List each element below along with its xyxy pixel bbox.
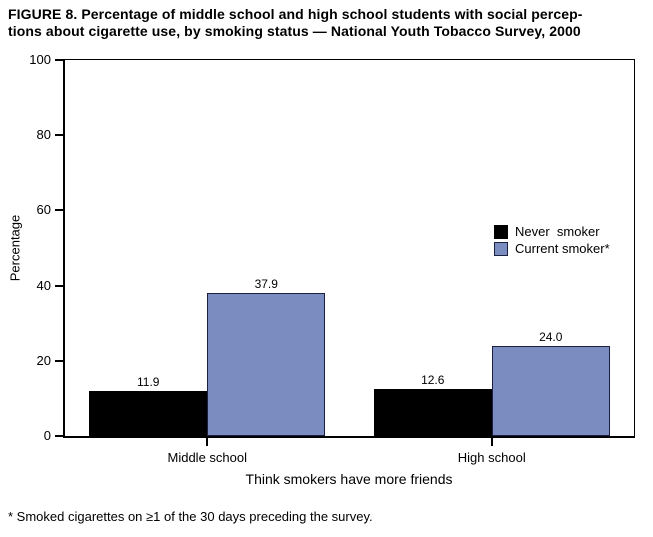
y-tick-mark xyxy=(55,284,63,287)
bar-value-high-school-never-smoker: 12.6 xyxy=(421,372,445,387)
y-tick-label: 80 xyxy=(36,127,51,143)
y-tick-mark xyxy=(55,134,63,137)
x-tick-label-high-school: High school xyxy=(457,450,526,465)
bar-value-high-school-current-smoker: 24.0 xyxy=(539,329,563,344)
y-tick-label: 100 xyxy=(29,52,51,67)
x-tick-mark xyxy=(490,438,493,446)
x-tick-label-middle-school: Middle school xyxy=(167,450,248,465)
y-tick-label: 60 xyxy=(36,202,51,218)
legend-item-never-smoker: Never smoker xyxy=(494,225,610,239)
y-tick-mark xyxy=(55,59,63,61)
figure-title-line1: FIGURE 8. Percentage of middle school an… xyxy=(8,6,583,22)
y-tick-label: 0 xyxy=(43,428,51,443)
x-tick-mark xyxy=(206,438,209,446)
bar-high-school-current-smoker xyxy=(491,345,610,436)
bar-value-middle-school-never-smoker: 11.9 xyxy=(137,375,160,390)
y-axis-label: Percentage xyxy=(7,214,23,282)
y-tick-label: 40 xyxy=(36,277,51,293)
legend-swatch-never-smoker xyxy=(494,225,508,239)
bar-middle-school-never-smoker xyxy=(89,391,208,436)
y-tick-mark xyxy=(55,359,63,362)
legend-label-never-smoker: Never smoker xyxy=(515,224,600,239)
y-tick-mark xyxy=(55,435,63,437)
bar-middle-school-current-smoker xyxy=(207,293,326,436)
figure-title-line2: tions about cigarette use, by smoking st… xyxy=(8,23,581,39)
bar-value-middle-school-current-smoker: 37.9 xyxy=(254,277,278,292)
x-axis-title: Think smokers have more friends xyxy=(245,471,453,487)
legend-label-current-smoker: Current smoker* xyxy=(515,241,610,256)
legend-swatch-current-smoker xyxy=(494,242,508,256)
y-tick-mark xyxy=(55,209,63,212)
y-tick-label: 20 xyxy=(36,352,51,368)
footnote: * Smoked cigarettes on ≥1 of the 30 days… xyxy=(8,509,373,524)
legend: Never smoker Current smoker* xyxy=(494,225,610,259)
bar-high-school-never-smoker xyxy=(373,388,492,436)
figure-title: FIGURE 8. Percentage of middle school an… xyxy=(8,6,653,40)
legend-item-current-smoker: Current smoker* xyxy=(494,242,610,256)
